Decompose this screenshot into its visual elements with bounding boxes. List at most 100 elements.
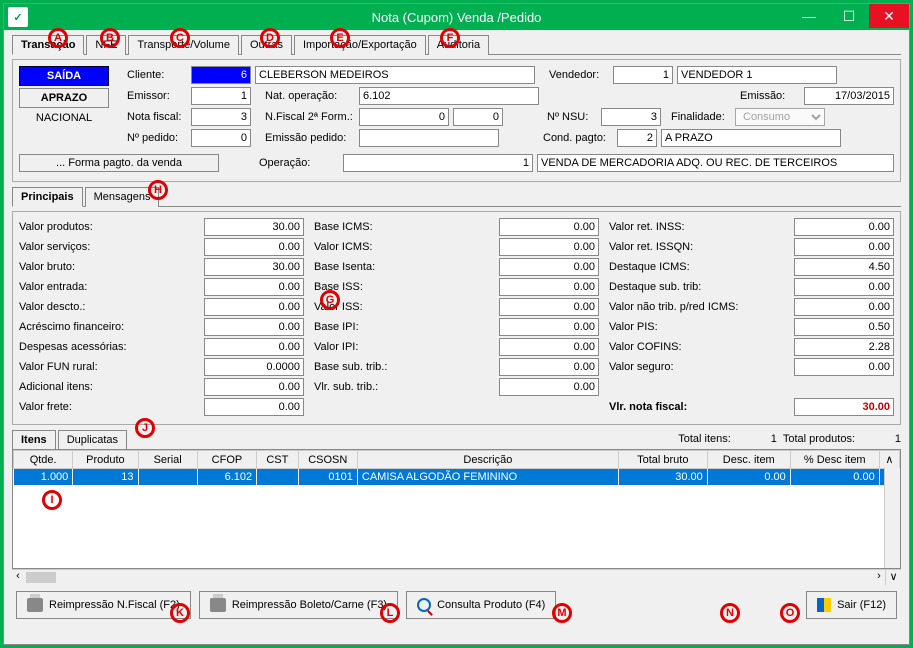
value-input[interactable]	[499, 298, 599, 316]
col-header[interactable]: % Desc item	[790, 451, 879, 469]
value-label: Valor ret. INSS:	[609, 221, 759, 233]
condpagto-id-input[interactable]	[617, 129, 657, 147]
main-tab-1[interactable]: NFE	[86, 35, 126, 55]
value-input[interactable]	[499, 338, 599, 356]
value-input[interactable]	[499, 278, 599, 296]
consulta-produto-button[interactable]: Consulta Produto (F4)	[406, 591, 556, 619]
value-input[interactable]	[204, 258, 304, 276]
value-input[interactable]	[794, 278, 894, 296]
emissor-input[interactable]	[191, 87, 251, 105]
condpagto-desc-input[interactable]	[661, 129, 841, 147]
horizontal-scrollbar[interactable]: ‹›∨	[12, 569, 901, 585]
value-input[interactable]	[204, 378, 304, 396]
value-input[interactable]	[204, 298, 304, 316]
main-tab-2[interactable]: Transporte/Volume	[128, 35, 239, 55]
val-tab-0[interactable]: Principais	[12, 187, 83, 207]
col-header[interactable]: Qtde.	[14, 451, 73, 469]
col-header[interactable]: Serial	[138, 451, 197, 469]
emissaopedido-label: Emissão pedido:	[265, 132, 355, 144]
value-input[interactable]	[794, 338, 894, 356]
emissor-label: Emissor:	[127, 90, 187, 102]
value-input[interactable]	[204, 318, 304, 336]
items-table-wrap[interactable]: Qtde.ProdutoSerialCFOPCSTCSOSNDescriçãoT…	[12, 449, 901, 569]
value-label: Valor PIS:	[609, 321, 759, 333]
npedido-input[interactable]	[191, 129, 251, 147]
value-input[interactable]	[204, 238, 304, 256]
value-label: Valor serviços:	[19, 241, 149, 253]
value-input[interactable]	[499, 218, 599, 236]
vendedor-id-input[interactable]	[613, 66, 673, 84]
col-header[interactable]: Produto	[73, 451, 138, 469]
value-input[interactable]	[204, 278, 304, 296]
nnsu-label: Nº NSU:	[547, 111, 597, 123]
sair-label: Sair (F12)	[837, 599, 886, 611]
col-header[interactable]: Descrição	[357, 451, 618, 469]
nnsu-input[interactable]	[601, 108, 661, 126]
value-input[interactable]	[204, 398, 304, 416]
notafiscal-label: Nota fiscal:	[127, 111, 187, 123]
value-input[interactable]	[499, 258, 599, 276]
vertical-scrollbar[interactable]	[884, 468, 900, 568]
window-buttons: — ☐ ✕	[789, 4, 909, 28]
values-section: Valor produtos:Valor serviços:Valor brut…	[12, 211, 901, 425]
value-input[interactable]	[499, 378, 599, 396]
value-label: Base sub. trib.:	[314, 361, 444, 373]
value-input[interactable]	[794, 298, 894, 316]
value-input[interactable]	[794, 358, 894, 376]
value-label: Destaque sub. trib:	[609, 281, 759, 293]
close-button[interactable]: ✕	[869, 4, 909, 28]
col-header[interactable]: Desc. item	[707, 451, 790, 469]
table-row[interactable]: 1.000136.1020101CAMISA ALGODÃO FEMININO3…	[14, 469, 900, 486]
emissaopedido-input[interactable]	[359, 129, 499, 147]
sair-button[interactable]: Sair (F12)	[806, 591, 897, 619]
col-header[interactable]: CST	[257, 451, 299, 469]
saida-button[interactable]: SAÍDA	[19, 66, 109, 86]
value-input[interactable]	[204, 338, 304, 356]
vendedor-nome-input[interactable]	[677, 66, 837, 84]
value-input[interactable]	[794, 238, 894, 256]
value-input[interactable]	[794, 318, 894, 336]
cliente-id-input[interactable]	[191, 66, 251, 84]
main-tab-3[interactable]: Outras	[241, 35, 292, 55]
items-tab-0[interactable]: Itens	[12, 430, 56, 450]
value-input[interactable]	[794, 258, 894, 276]
value-input[interactable]	[204, 218, 304, 236]
main-tab-5[interactable]: Auditoria	[428, 35, 489, 55]
total-value-input	[794, 398, 894, 416]
col-header[interactable]: Total bruto	[618, 451, 707, 469]
value-input[interactable]	[499, 238, 599, 256]
scroll-up-icon[interactable]: ∧	[879, 451, 899, 469]
main-tab-4[interactable]: Importação/Exportação	[294, 35, 426, 55]
value-input[interactable]	[499, 318, 599, 336]
col-header[interactable]: CSOSN	[298, 451, 357, 469]
header-section: SAÍDA APRAZO NACIONAL Cliente: Vendedor:	[12, 59, 901, 182]
operacao-desc-input[interactable]	[537, 154, 894, 172]
nfiscal2b-input[interactable]	[453, 108, 503, 126]
notafiscal-input[interactable]	[191, 108, 251, 126]
emissao-input[interactable]	[804, 87, 894, 105]
items-tab-1[interactable]: Duplicatas	[58, 430, 127, 450]
reimpressao-boleto-button[interactable]: Reimpressão Boleto/Carne (F3)	[199, 591, 398, 619]
value-label: Valor frete:	[19, 401, 149, 413]
value-input[interactable]	[204, 358, 304, 376]
value-input[interactable]	[794, 218, 894, 236]
aprazo-button[interactable]: APRAZO	[19, 88, 109, 108]
nfiscal2-label: N.Fiscal 2ª Form.:	[265, 111, 355, 123]
main-tab-0[interactable]: Transação	[12, 35, 84, 55]
cliente-nome-input[interactable]	[255, 66, 535, 84]
nfiscal2a-input[interactable]	[359, 108, 449, 126]
vendedor-label: Vendedor:	[549, 69, 609, 81]
forma-pagto-button[interactable]: ... Forma pagto. da venda	[19, 154, 219, 172]
col-header[interactable]: CFOP	[197, 451, 256, 469]
natoperacao-input[interactable]	[359, 87, 539, 105]
finalidade-select[interactable]: Consumo	[735, 108, 825, 126]
val-tab-1[interactable]: Mensagens	[85, 187, 160, 207]
value-label: Valor COFINS:	[609, 341, 759, 353]
operacao-id-input[interactable]	[343, 154, 533, 172]
value-label: Base Isenta:	[314, 261, 444, 273]
value-input[interactable]	[499, 358, 599, 376]
reimpressao-nf-button[interactable]: Reimpressão N.Fiscal (F2)	[16, 591, 191, 619]
emissao-label: Emissão:	[740, 90, 800, 102]
maximize-button[interactable]: ☐	[829, 4, 869, 28]
minimize-button[interactable]: —	[789, 4, 829, 28]
